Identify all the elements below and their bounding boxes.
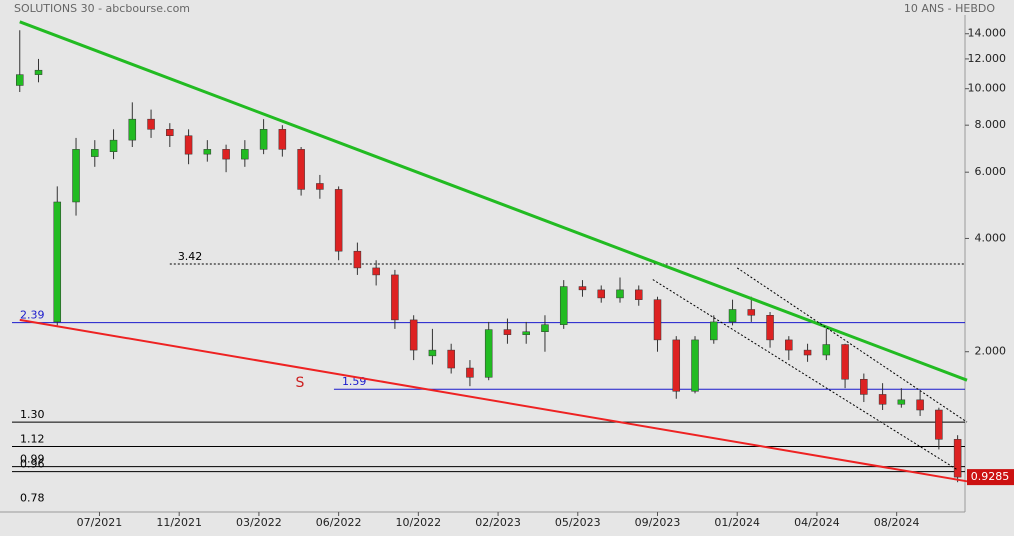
candle-body [297,149,305,190]
candle-body [634,289,643,300]
x-tick-label: 06/2022 [316,516,362,529]
candle-body [147,118,155,130]
trendline [736,267,968,423]
candle-body [578,286,587,291]
x-tick-label: 10/2022 [395,516,441,529]
x-tick-label: 11/2021 [156,516,202,529]
annotation: S [296,375,305,391]
candle-body [16,74,24,86]
candle-body [447,349,455,369]
candle-body [278,129,287,150]
candle-body [503,329,512,335]
candle-body [916,399,924,411]
candle-body [391,274,399,321]
trendline [19,20,968,382]
level-label: 0.96 [20,458,45,471]
candle-body [259,129,268,150]
x-tick-label: 09/2023 [635,516,681,529]
candle-body [616,289,624,299]
candle-body [860,378,868,395]
level-label: 1.12 [20,432,45,445]
x-tick-label: 02/2023 [475,516,521,529]
trendline [19,318,968,483]
last-price-box [967,469,1014,486]
candle-body [803,349,812,356]
candle-body [203,149,212,155]
candle-body [34,69,43,75]
x-tick-label: 01/2024 [714,516,760,529]
last-price-label: 0.9285 [971,470,1010,483]
level-label: 1.30 [20,408,45,421]
candle-body [222,149,230,160]
y-tick-label: 12.000 [968,52,1007,65]
x-tick-label: 05/2023 [555,516,601,529]
candle-body [166,129,174,136]
y-tick-label: 8.000 [975,118,1007,131]
x-tick-label: 04/2024 [794,516,840,529]
candle-body [878,394,887,405]
candle-body [897,399,906,405]
candle-body [316,183,324,190]
candle-body [409,319,418,351]
y-tick-label: 2.000 [975,345,1007,358]
candle-body [109,139,118,152]
y-tick-label: 6.000 [975,165,1007,178]
candle-body [428,349,437,357]
x-tick-label: 07/2021 [77,516,123,529]
candle-body [541,324,549,332]
candle-body [53,201,62,323]
candle-body [785,339,793,351]
candle-body [353,250,362,269]
candle-body [653,299,662,341]
candle-body [822,344,831,356]
y-tick-label: 10.000 [968,82,1007,95]
candle-body [766,315,774,341]
y-tick-label: 14.000 [968,27,1007,40]
candle-body [953,439,962,478]
candle-body [128,118,137,141]
level-label: 0.99 [20,453,45,466]
level-label: 0.78 [20,492,45,505]
level-label: 2.39 [20,309,45,322]
chart-subtitle: 10 ANS - HEBDO [904,2,995,15]
candle-body [672,339,681,392]
y-tick-label: 4.000 [975,231,1007,244]
candle-body [372,267,380,276]
x-tick-label: 03/2022 [236,516,282,529]
candle-body [597,289,605,299]
candle-body [935,409,943,440]
candle-body [484,329,493,378]
candle-body [334,189,343,252]
candle-body [466,367,474,378]
candle-body [72,149,80,203]
candle-body [747,309,756,316]
chart-title: SOLUTIONS 30 - abcbourse.com [14,2,190,15]
candle-body [691,339,699,392]
candle-body [241,149,249,160]
candle-body [710,321,718,341]
candle-body [728,309,737,323]
candle-body [559,286,568,325]
x-tick-label: 08/2024 [874,516,920,529]
candle-body [841,344,849,380]
candle-body [91,149,99,157]
candle-body [522,331,530,335]
candle-body [184,135,193,155]
level-label: 3.42 [178,250,203,263]
